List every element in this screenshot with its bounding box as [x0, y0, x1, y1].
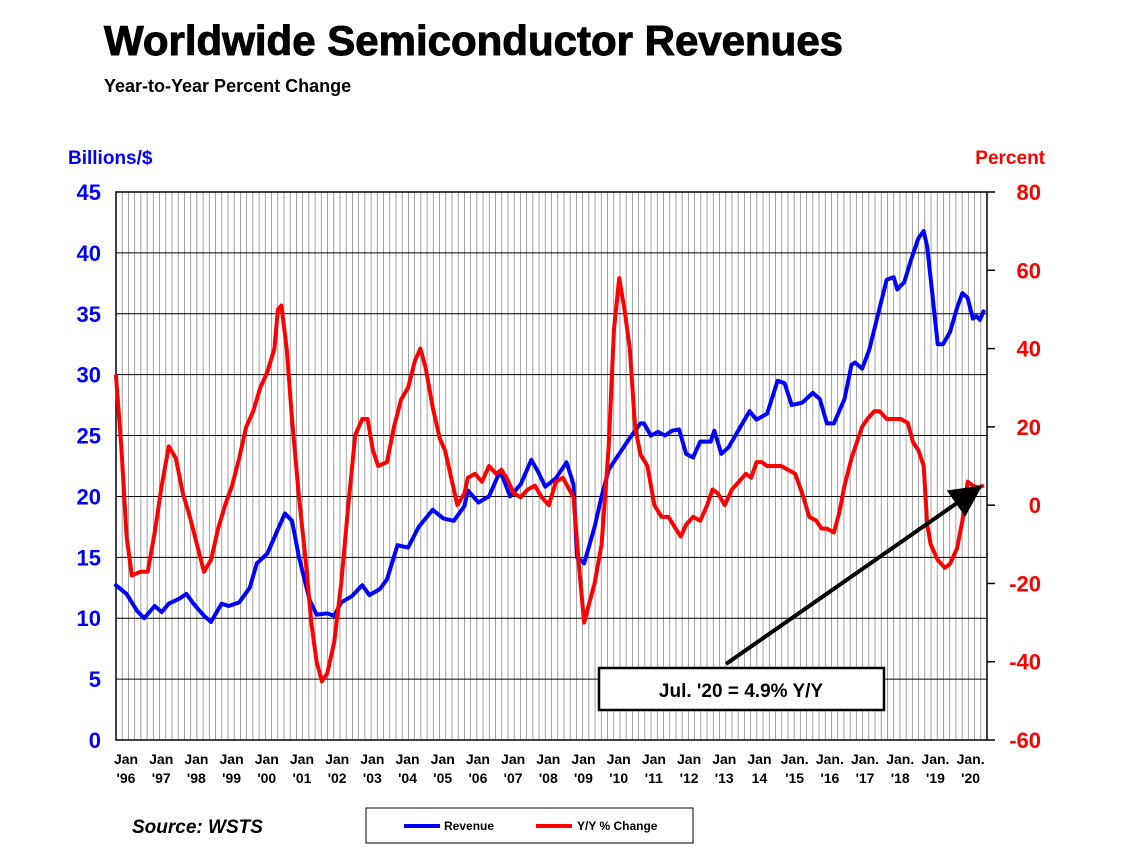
- left-tick-label: 15: [77, 545, 101, 570]
- left-axis-label: Billions/$: [68, 148, 153, 169]
- right-tick-label: 60: [1017, 258, 1041, 283]
- left-tick-label: 10: [77, 606, 101, 631]
- x-tick-label: Jan: [536, 751, 560, 767]
- x-tick-label: Jan: [466, 751, 490, 767]
- x-tick-year-label: 14: [752, 770, 768, 786]
- x-tick-label: Jan.: [851, 751, 879, 767]
- left-tick-label: 25: [77, 424, 101, 449]
- x-tick-label: Jan: [184, 751, 208, 767]
- x-tick-year-label: '03: [363, 770, 382, 786]
- right-axis-label: Percent: [975, 148, 1045, 169]
- revenue-line: [114, 229, 986, 624]
- x-tick-label: Jan.: [886, 751, 914, 767]
- x-tick-year-label: '20: [961, 770, 980, 786]
- chart-grid: [115, 191, 988, 741]
- right-tick-label: 80: [1017, 180, 1041, 205]
- right-tick-label: -40: [1009, 650, 1041, 675]
- x-tick-year-label: '98: [187, 770, 206, 786]
- right-tick-label: 0: [1029, 493, 1041, 518]
- x-tick-year-label: '11: [645, 770, 663, 786]
- x-tick-year-label: '97: [152, 770, 171, 786]
- x-tick-year-label: '13: [715, 770, 734, 786]
- left-tick-label: 35: [77, 302, 101, 327]
- x-tick-label: Jan: [677, 751, 701, 767]
- x-tick-label: Jan: [712, 751, 736, 767]
- x-tick-year-label: '16: [820, 770, 839, 786]
- x-tick-label: Jan.: [781, 751, 809, 767]
- x-tick-year-label: '00: [257, 770, 276, 786]
- x-axis: Jan '96 Jan '97 Jan '98 Jan '99 Jan '00 Jan '01 Jan '…: [114, 751, 985, 786]
- x-tick-year-label: '12: [680, 770, 699, 786]
- x-tick-label: Jan.: [957, 751, 985, 767]
- left-tick-label: 40: [77, 241, 101, 266]
- x-tick-label: Jan.: [921, 751, 949, 767]
- x-tick-year-label: '10: [609, 770, 628, 786]
- annotation-text: Jul. '20 = 4.9% Y/Y: [659, 681, 824, 702]
- right-tick-label: 20: [1017, 415, 1041, 440]
- x-tick-year-label: '08: [539, 770, 558, 786]
- x-tick-year-label: '17: [856, 770, 875, 786]
- series-layer: [114, 229, 986, 684]
- annotation-arrow: [724, 485, 983, 666]
- x-tick-year-label: '99: [222, 770, 241, 786]
- x-tick-label: Jan: [395, 751, 419, 767]
- x-tick-year-label: '18: [891, 770, 910, 786]
- x-tick-year-label: '15: [785, 770, 804, 786]
- x-tick-label: Jan.: [816, 751, 844, 767]
- x-tick-label: Jan: [431, 751, 455, 767]
- left-tick-label: 30: [77, 363, 101, 388]
- x-tick-label: Jan: [255, 751, 279, 767]
- left-tick-label: 20: [77, 484, 101, 509]
- plot-frame: [115, 191, 988, 741]
- x-tick-year-label: '04: [398, 770, 417, 786]
- legend-box: [365, 807, 694, 844]
- x-tick-year-label: '02: [328, 770, 347, 786]
- x-tick-label: Jan: [290, 751, 314, 767]
- x-tick-year-label: '05: [433, 770, 452, 786]
- x-tick-label: Jan: [501, 751, 525, 767]
- x-tick-label: Jan: [747, 751, 771, 767]
- x-tick-label: Jan: [114, 751, 138, 767]
- yoy-change-line: [114, 276, 985, 684]
- x-tick-year-label: '01: [293, 770, 312, 786]
- x-tick-label: Jan: [607, 751, 631, 767]
- source-note: Source: WSTS: [132, 817, 263, 838]
- left-axis: 0 5 10 15 20 25 30 35 40 45: [77, 180, 101, 753]
- chart-title: Worldwide Semiconductor Revenues: [104, 17, 843, 64]
- right-tick-label: 40: [1017, 337, 1041, 362]
- x-tick-label: Jan: [220, 751, 244, 767]
- x-tick-label: Jan: [149, 751, 173, 767]
- right-tick-label: -20: [1009, 571, 1041, 596]
- x-tick-year-label: '19: [926, 770, 945, 786]
- legend: Revenue Y/Y % Change: [365, 807, 694, 844]
- legend-yoy-label: Y/Y % Change: [577, 819, 658, 833]
- right-axis: -60 -40 -20 0 20 40 60 80: [987, 180, 1041, 753]
- x-tick-label: Jan: [360, 751, 384, 767]
- left-tick-label: 0: [89, 728, 101, 753]
- x-tick-year-label: '06: [468, 770, 487, 786]
- x-tick-label: Jan: [571, 751, 595, 767]
- legend-revenue-label: Revenue: [444, 819, 494, 833]
- x-tick-year-label: '07: [504, 770, 523, 786]
- left-tick-label: 5: [89, 667, 101, 692]
- chart-subtitle: Year-to-Year Percent Change: [104, 76, 351, 96]
- x-tick-label: Jan: [325, 751, 349, 767]
- left-tick-label: 45: [77, 180, 101, 205]
- x-tick-year-label: '96: [117, 770, 136, 786]
- x-tick-label: Jan: [642, 751, 666, 767]
- x-tick-year-label: '09: [574, 770, 593, 786]
- right-tick-label: -60: [1009, 728, 1041, 753]
- annotation-box: [597, 666, 886, 712]
